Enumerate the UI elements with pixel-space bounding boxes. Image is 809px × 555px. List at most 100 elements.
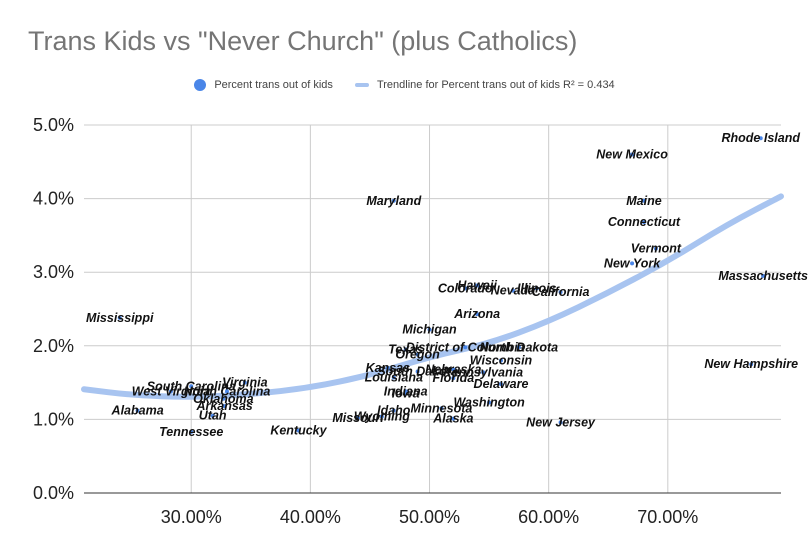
point-label: North Carolina <box>184 384 271 398</box>
point-label: Pennsylvania <box>443 365 523 379</box>
data-point <box>451 367 456 372</box>
point-label: Massachusetts <box>718 269 808 283</box>
point-label: Delaware <box>474 377 529 391</box>
point-label: California <box>532 285 590 299</box>
point-label: Utah <box>199 409 227 423</box>
point-label: Connecticut <box>608 215 681 229</box>
point-label: New York <box>604 256 661 270</box>
data-point <box>499 358 504 363</box>
data-point <box>117 315 122 320</box>
point-label: Alaska <box>432 412 473 426</box>
data-point <box>510 288 515 293</box>
point-label: Texas <box>388 342 423 356</box>
data-point <box>385 365 390 370</box>
x-tick-label: 30.00% <box>161 507 222 527</box>
data-point <box>415 369 420 374</box>
data-point <box>391 408 396 413</box>
point-label: Illinois <box>517 281 557 295</box>
legend: Percent trans out of kids Trendline for … <box>0 79 809 91</box>
point-label: Maryland <box>366 194 421 208</box>
point-label: Colorado <box>438 281 493 295</box>
point-label: Washington <box>453 395 525 409</box>
y-tick-label: 2.0% <box>33 336 74 356</box>
data-point <box>296 428 301 433</box>
data-point <box>135 408 140 413</box>
point-label: Missouri <box>332 411 384 425</box>
point-label: New Hampshire <box>704 357 798 371</box>
data-point <box>487 400 492 405</box>
point-label: South Carolina <box>147 379 236 393</box>
point-label: Iowa <box>392 387 420 401</box>
legend-line-icon <box>354 83 369 87</box>
point-label: Michigan <box>402 323 457 337</box>
legend-entry-trendline: Trendline for Percent trans out of kids … <box>354 79 615 91</box>
point-label: Nevada <box>491 284 536 298</box>
data-point <box>242 380 247 385</box>
point-label: New Jersey <box>526 415 596 429</box>
data-point <box>427 327 432 332</box>
x-tick-label: 60.00% <box>518 507 579 527</box>
gridlines <box>84 124 781 494</box>
data-point <box>475 283 480 288</box>
point-label: Kansas <box>366 361 411 375</box>
data-point <box>189 384 194 389</box>
data-point <box>558 420 563 425</box>
point-label: Virginia <box>222 376 267 390</box>
data-point <box>516 345 521 350</box>
point-label: New Mexico <box>596 147 668 161</box>
point-label: Oklahoma <box>193 392 253 406</box>
point-label: Vermont <box>631 242 682 256</box>
data-point <box>210 413 215 418</box>
y-tick-label: 5.0% <box>33 115 74 135</box>
point-label: Alabama <box>111 404 164 418</box>
data-point <box>379 414 384 419</box>
point-label: Wisconsin <box>470 354 533 368</box>
trendline <box>81 193 784 400</box>
data-point <box>558 290 563 295</box>
point-label: Kentucky <box>270 423 327 437</box>
data-point <box>481 370 486 375</box>
trendline-curve <box>81 193 784 400</box>
y-tick-label: 3.0% <box>33 262 74 282</box>
point-label: Louisiana <box>365 370 423 384</box>
legend-label-trendline: Trendline for Percent trans out of kids … <box>376 79 615 91</box>
data-point <box>415 352 420 357</box>
y-tick-label: 1.0% <box>33 409 74 429</box>
data-point <box>463 345 468 350</box>
legend-entry-points: Percent trans out of kids <box>194 79 333 91</box>
data-point <box>475 312 480 317</box>
point-label: Arizona <box>453 307 500 321</box>
point-label: Rhode Island <box>722 131 801 145</box>
data-point <box>221 396 226 401</box>
legend-label-points: Percent trans out of kids <box>214 79 333 91</box>
x-tick-label: 40.00% <box>280 507 341 527</box>
data-point <box>451 376 456 381</box>
point-label: Wyoming <box>354 409 410 423</box>
data-point <box>749 362 754 367</box>
data-point <box>391 198 396 203</box>
data-point <box>391 375 396 380</box>
data-point <box>641 198 646 203</box>
data-point <box>499 382 504 387</box>
data-point <box>222 404 227 409</box>
point-label: Minnesota <box>411 401 473 415</box>
point-label: Tennessee <box>159 425 223 439</box>
data-point <box>630 152 635 157</box>
y-tick-label: 0.0% <box>33 483 74 503</box>
point-label: District of Columbia <box>406 340 525 354</box>
point-label: Florida <box>433 371 475 385</box>
point-label: Nebraska <box>425 362 481 376</box>
data-point <box>224 389 229 394</box>
point-label: North Dakota <box>480 340 559 354</box>
data-point <box>653 246 658 251</box>
point-label: Mississippi <box>86 311 154 325</box>
data-point <box>403 347 408 352</box>
data-point <box>534 286 539 291</box>
data-point <box>463 286 468 291</box>
legend-dot-icon <box>194 79 207 91</box>
data-point <box>168 389 173 394</box>
axes: 0.0% 1.0% 2.0% 3.0% 4.0% 5.0% 30.00% 40.00% 50.0… <box>33 115 781 527</box>
data-point <box>439 406 444 411</box>
data-point <box>761 273 766 278</box>
